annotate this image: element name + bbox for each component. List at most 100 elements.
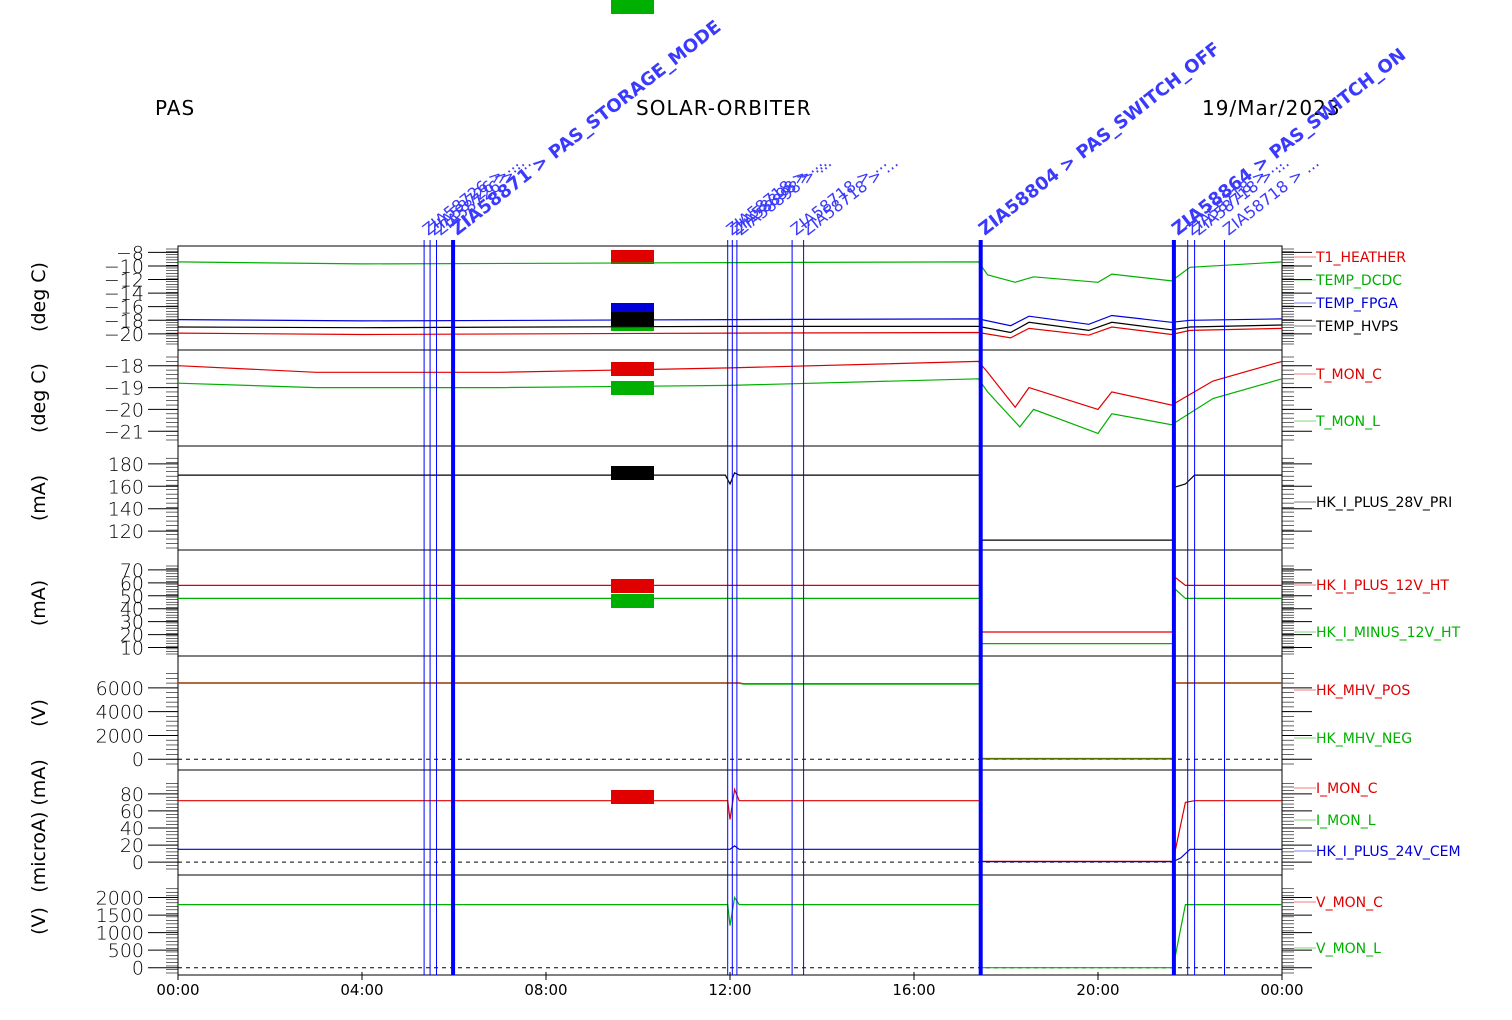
x-tick-label: 00:00 [156, 981, 199, 999]
series-swatch [611, 790, 654, 804]
x-tick-label: 04:00 [340, 981, 383, 999]
y-tick-label: 140 [108, 499, 144, 521]
panel-1: −8−10−12−14−16−18−20 (deg C) T1_HEATHER TEM… [28, 242, 1406, 351]
y-tick-label: 6000 [96, 678, 144, 700]
y-tick-label: 180 [108, 454, 144, 476]
y-axis-label: (V) [28, 907, 50, 935]
series-label: V_MON_L [1316, 941, 1381, 957]
series-swatch [611, 594, 654, 608]
y-tick-label: −21 [104, 421, 144, 443]
series-swatch [611, 579, 654, 593]
y-tick-label: 20 [120, 625, 144, 647]
y-tick-label: 80 [120, 784, 144, 806]
series-line [178, 787, 1282, 862]
x-axis: 00:00 04:00 08:00 12:00 16:00 20:00 00:00 [156, 972, 1304, 999]
date-title: 19/Mar/2023 [1202, 96, 1341, 120]
series-label: I_MON_L [1316, 813, 1376, 829]
y-tick-label: 40 [120, 599, 144, 621]
event-label: ZIA58871 > PAS_STORAGE_MODE [447, 16, 725, 240]
series-line [177, 314, 1283, 327]
y-tick-label: −20 [104, 399, 144, 421]
y-axis-label: (deg C) [28, 363, 50, 433]
y-tick-label: −16 [104, 297, 144, 319]
series-line [177, 261, 1283, 283]
series-line [178, 895, 1282, 969]
y-axis-label: (mA) [28, 580, 50, 626]
y-tick-label: 1500 [96, 905, 144, 927]
series-label: HK_I_PLUS_12V_HT [1316, 578, 1449, 594]
series-label: I_MON_C [1316, 781, 1378, 797]
x-tick-label: 16:00 [892, 981, 935, 999]
y-tick-label: 160 [108, 476, 144, 498]
y-tick-label: 60 [120, 573, 144, 595]
y-tick-label: 0 [132, 958, 144, 980]
y-axis-label: (microA) (mA) [28, 759, 50, 892]
y-tick-label: 0 [132, 852, 144, 874]
series-swatch [611, 466, 654, 480]
y-tick-label: 30 [120, 612, 144, 634]
y-tick-label: −18 [104, 356, 144, 378]
series-label: V_MON_C [1316, 895, 1383, 911]
instrument-title: PAS [155, 96, 196, 120]
series-line [177, 360, 1283, 411]
y-tick-label: 0 [132, 749, 144, 771]
series-swatch [611, 381, 654, 395]
series-line [178, 682, 1282, 760]
y-axis-label: (mA) [28, 475, 50, 521]
series-line [178, 682, 1282, 760]
y-tick-label: −20 [104, 324, 144, 346]
x-tick-label: 20:00 [1076, 981, 1119, 999]
series-swatch [611, 362, 654, 376]
series-label: HK_I_PLUS_24V_CEM [1316, 844, 1461, 860]
x-tick-label: 08:00 [524, 981, 567, 999]
y-tick-label: 70 [120, 560, 144, 582]
y-tick-label: −8 [116, 242, 144, 264]
panel-frame [177, 349, 1283, 447]
series-label: TEMP_DCDC [1315, 273, 1402, 289]
y-tick-label: 10 [120, 638, 144, 660]
panel-frame [177, 769, 1283, 876]
series-label: T_MON_C [1315, 367, 1382, 383]
y-tick-label: 40 [120, 818, 144, 840]
y-tick-label: −19 [104, 378, 144, 400]
y-tick-label: 2000 [96, 888, 144, 910]
y-tick-label: −12 [104, 270, 144, 292]
series-label: T1_HEATHER [1315, 250, 1406, 266]
series-label: TEMP_HVPS [1315, 319, 1398, 335]
series-line [178, 575, 1282, 633]
series-line [177, 326, 1283, 339]
y-tick-label: 20 [120, 835, 144, 857]
event-markers: ZIA58726 > ...ZIA58726 > ...ZIA58726 > .… [419, 16, 1410, 975]
x-tick-label: 00:00 [1260, 981, 1303, 999]
mission-title: SOLAR-ORBITER [636, 96, 812, 120]
y-tick-label: 1000 [96, 923, 144, 945]
series-line [177, 378, 1283, 435]
panel-frame [177, 549, 1283, 657]
y-axis-label: (deg C) [28, 262, 50, 332]
y-tick-label: 4000 [96, 702, 144, 724]
series-label: HK_I_MINUS_12V_HT [1316, 625, 1461, 641]
panel-frame [177, 445, 1283, 551]
panel-2: −18−19−20−21 (deg C) T_MON_C T_MON_L [28, 349, 1382, 447]
series-label: HK_MHV_NEG [1316, 731, 1412, 747]
y-tick-label: −10 [104, 256, 144, 278]
y-tick-label: 60 [120, 801, 144, 823]
series-swatch [611, 0, 654, 14]
series-label: T_MON_L [1315, 414, 1380, 430]
series-swatch [611, 312, 654, 326]
series-swatch [611, 250, 654, 264]
series-line [178, 586, 1282, 645]
series-label: TEMP_FPGA [1315, 296, 1398, 312]
panel-frame [177, 655, 1283, 771]
y-tick-label: 50 [120, 586, 144, 608]
series-line [178, 471, 1282, 541]
y-tick-label: 120 [108, 521, 144, 543]
series-line [178, 845, 1282, 863]
series-label: HK_I_PLUS_28V_PRI [1316, 495, 1452, 511]
series-label: HK_MHV_POS [1316, 683, 1410, 699]
